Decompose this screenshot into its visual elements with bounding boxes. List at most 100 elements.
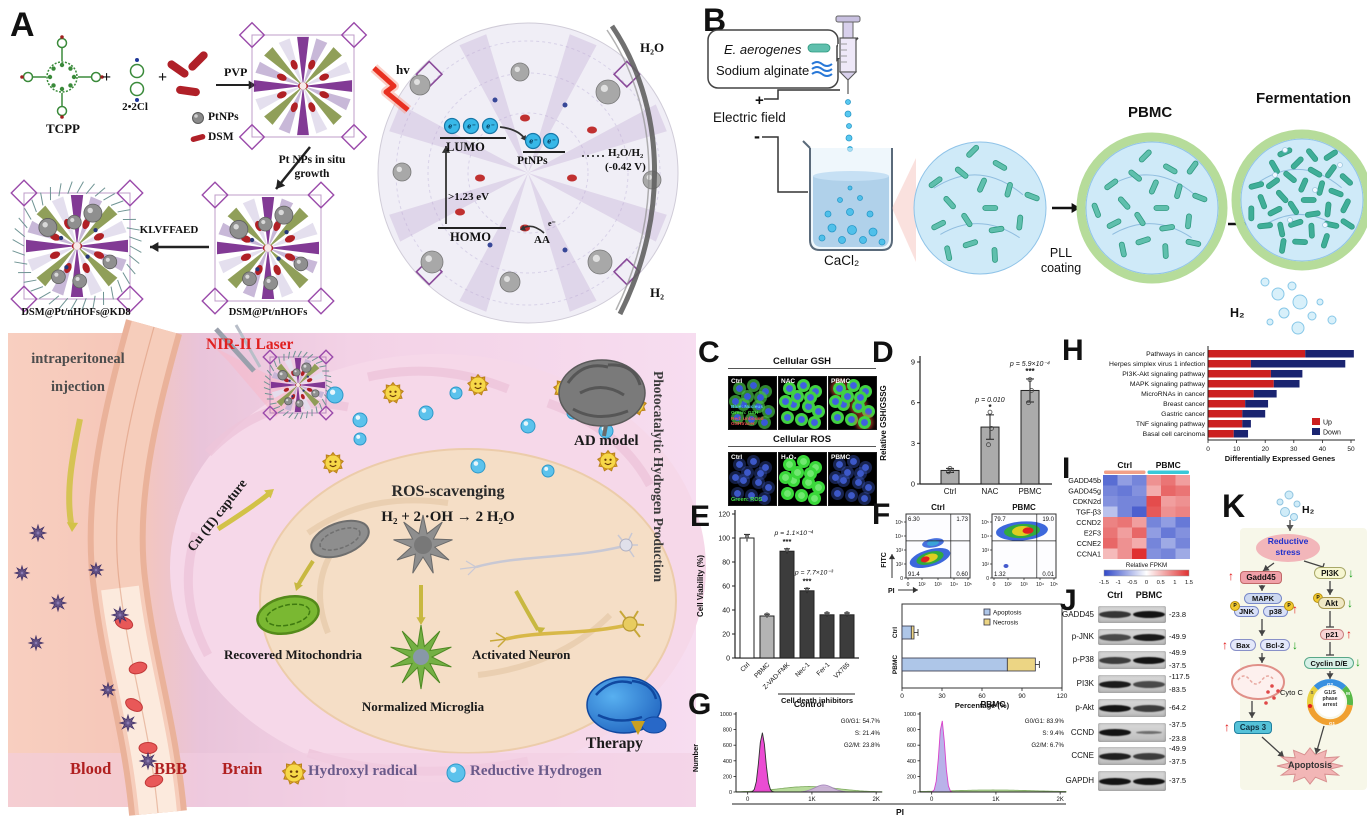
svg-text:-0.5: -0.5: [1127, 580, 1137, 586]
mitochondria-label: Recovered Mitochondria: [224, 647, 363, 662]
svg-text:PI: PI: [896, 807, 904, 817]
svg-text:Breast cancer: Breast cancer: [1163, 401, 1206, 408]
heatmap-cell: [1132, 485, 1147, 496]
svg-text:Relative GSH/GSSG: Relative GSH/GSSG: [879, 385, 888, 461]
apoptosis-node: Apoptosis: [1288, 760, 1332, 770]
svg-text:Up: Up: [1323, 420, 1332, 427]
cell-blob: [861, 404, 875, 418]
heatmap-cell: [1161, 506, 1176, 517]
heatmap-cell: [1161, 517, 1176, 528]
svg-text:600: 600: [723, 743, 732, 749]
lane-header: Ctrl: [1107, 590, 1123, 600]
heatmap-cell: [1175, 548, 1190, 559]
activated-neuron-icon: [489, 610, 645, 648]
cell-blob: [745, 413, 759, 427]
microglia-label: Normalized Microglia: [361, 699, 485, 714]
casp3-up-arrow: ↑: [1224, 720, 1230, 734]
homo-label: HOMO: [450, 230, 491, 244]
heatmap-cell: [1146, 548, 1161, 559]
svg-text:Necrosis: Necrosis: [993, 620, 1019, 627]
cell-blob: [758, 492, 772, 505]
svg-text:Control: Control: [794, 699, 824, 709]
pathway-bar-segment: [1250, 360, 1346, 368]
svg-text:2K: 2K: [1056, 797, 1063, 803]
svg-text:PBMC: PBMC: [980, 699, 1005, 709]
cell-blob: [741, 390, 755, 404]
k-h2-label: H₂: [1302, 504, 1315, 516]
svg-text:e⁻: e⁻: [486, 124, 495, 131]
heatmap-cell: [1132, 548, 1147, 559]
cell-blob: [753, 391, 767, 405]
svg-text:Pathways in cancer: Pathways in cancer: [1146, 351, 1206, 358]
svg-text:S: 21.4%: S: 21.4%: [855, 730, 881, 737]
arrest-node: G1/S phase arrest: [1322, 690, 1338, 709]
cell-blob: [791, 466, 805, 480]
blot-strip: [1098, 699, 1166, 717]
svg-text:10²: 10²: [1004, 582, 1012, 588]
product-final-label: DSM@Pt/nHOFs@KD8: [21, 307, 131, 318]
protein-label: p-P38: [1072, 655, 1094, 664]
cell-blob: [746, 454, 760, 468]
micrograph-gsh-nac: NAC: [778, 376, 827, 430]
svg-text:800: 800: [907, 728, 916, 734]
panel-j-label: J: [1060, 584, 1077, 617]
svg-text:0: 0: [746, 797, 750, 803]
panel-c: C Cellular GSH Ctrl Blue: Nucleus Green:…: [698, 336, 878, 514]
heatmap-cell: [1117, 496, 1132, 507]
svg-text:0: 0: [986, 576, 989, 582]
cell-blob: [779, 471, 793, 485]
akt-down-arrow: ↓: [1347, 596, 1353, 610]
panel-d-label: D: [872, 336, 894, 369]
cell-blob: [796, 454, 810, 468]
ad-model-label: AD model: [574, 433, 639, 449]
legend-hydrogen-label: Reductive Hydrogen: [470, 763, 602, 779]
svg-text:Apoptosis: Apoptosis: [993, 610, 1022, 617]
protein-label: CCNE: [1071, 751, 1094, 760]
p38-node: p38: [1263, 606, 1288, 617]
h2-label: H₂: [650, 285, 665, 300]
cell-blob: [811, 404, 825, 418]
svg-text:10⁵: 10⁵: [964, 582, 972, 588]
pathway-bar-segment: [1208, 410, 1243, 418]
mw-marker: -37.5: [1169, 720, 1187, 729]
cell-blob: [803, 467, 817, 481]
therapy-brain-icon: [586, 676, 667, 734]
svg-text:Differentially Expressed Genes: Differentially Expressed Genes: [1225, 454, 1335, 463]
svg-text:e⁻: e⁻: [547, 139, 556, 146]
heatmap-cell: [1146, 517, 1161, 528]
blot-strip: [1098, 723, 1166, 742]
pathway-bar-segment: [1208, 400, 1246, 408]
svg-text:10³: 10³: [934, 582, 942, 588]
micrograph-label: Ctrl: [731, 378, 743, 385]
svg-text:0.60: 0.60: [956, 572, 968, 578]
svg-text:MicroRNAs in cancer: MicroRNAs in cancer: [1141, 391, 1206, 398]
svg-text:Nec-1: Nec-1: [794, 661, 811, 678]
svg-text:1000: 1000: [904, 712, 916, 718]
svg-text:Ctrl: Ctrl: [739, 661, 751, 673]
plus-sign: +: [102, 69, 112, 86]
svg-text:CCNA1: CCNA1: [1077, 549, 1101, 558]
pathway-bar-segment: [1242, 420, 1251, 428]
heatmap-cell: [1146, 485, 1161, 496]
heatmap-cell: [1117, 475, 1132, 486]
heatmap-cell: [1132, 506, 1147, 517]
lumo-label: LUMO: [446, 140, 485, 154]
cell-blob: [795, 489, 809, 503]
svg-text:Fer-1: Fer-1: [815, 661, 831, 677]
svg-text:91.4: 91.4: [908, 572, 920, 578]
svg-text:G2/M: 23.8%: G2/M: 23.8%: [844, 742, 881, 749]
heatmap-cell: [1175, 475, 1190, 486]
phospho-icon: P: [1230, 601, 1240, 611]
svg-text:Cell death inhibitors: Cell death inhibitors: [781, 696, 853, 705]
micrograph-label: Ctrl: [731, 454, 743, 461]
svg-text:10³: 10³: [982, 548, 990, 554]
blot-strip: [1098, 651, 1166, 669]
ptnps-level-label: PtNPs: [517, 155, 548, 167]
mw-marker: -23.8: [1169, 734, 1187, 743]
cell-blob: [829, 395, 843, 409]
svg-text:19.0: 19.0: [1042, 517, 1054, 523]
tcpp-label: TCPP: [46, 121, 80, 136]
plus-electrode-label: +: [755, 92, 764, 109]
heatmap-cell: [1103, 548, 1118, 559]
